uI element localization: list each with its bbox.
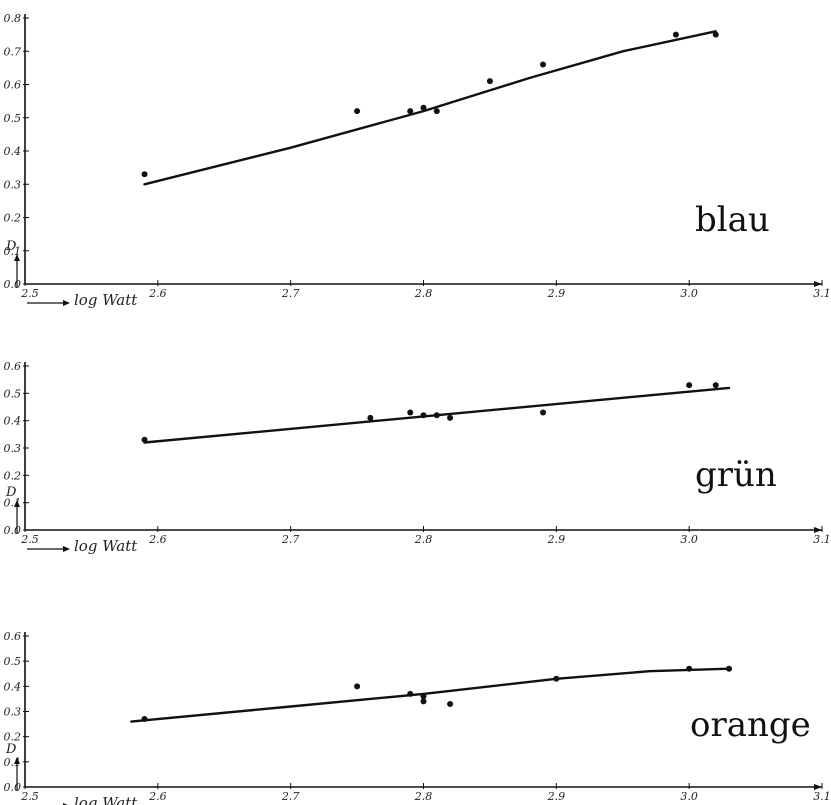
x-tick-label: 2.7 [281, 790, 300, 803]
x-axis-label: log Watt [74, 537, 138, 555]
y-axis-label: D [5, 485, 17, 500]
data-point [540, 409, 547, 416]
y-tick-label: 0.2 [4, 731, 22, 744]
x-axis-arrow [814, 527, 822, 533]
y-tick-label: 0.7 [4, 45, 22, 58]
x-tick-label: 2.5 [20, 533, 39, 546]
y-tick-label: 0.5 [4, 655, 22, 668]
data-point [354, 108, 361, 115]
data-point [420, 412, 427, 419]
data-point [407, 108, 414, 115]
y-tick-label: 0.0 [4, 278, 22, 291]
data-point [420, 698, 427, 705]
x-tick-label: 2.9 [547, 533, 566, 546]
data-point [420, 104, 427, 111]
y-tick-label: 0.3 [4, 178, 22, 191]
x-tick-label: 3.1 [813, 287, 831, 300]
data-point [540, 61, 547, 68]
y-label-arrowhead [14, 757, 20, 764]
x-tick-label: 3.1 [813, 533, 831, 546]
y-tick-label: 0.6 [4, 360, 22, 373]
x-tick-label: 2.6 [148, 790, 167, 803]
x-axis-label: log Watt [74, 291, 138, 309]
y-tick-label: 0.0 [4, 781, 22, 794]
data-point [712, 31, 719, 38]
y-tick-label: 0.4 [4, 680, 22, 693]
data-point [686, 665, 693, 672]
y-tick-label: 0.1 [4, 245, 22, 258]
data-point [486, 78, 493, 85]
y-tick-label: 0.5 [4, 112, 22, 125]
y-tick-label: 0.2 [4, 212, 22, 225]
x-axis-label: log Watt [74, 794, 138, 805]
y-tick-label: 0.8 [4, 12, 22, 25]
data-point [141, 171, 148, 178]
x-tick-label: 2.8 [414, 533, 433, 546]
data-point [407, 690, 414, 697]
data-point [726, 665, 733, 672]
x-tick-label: 3.0 [680, 790, 698, 803]
x-tick-label: 3.1 [813, 790, 831, 803]
x-label-arrowhead [63, 300, 70, 306]
x-tick-label: 3.0 [680, 287, 698, 300]
data-point [447, 414, 454, 421]
fit-line [143, 30, 717, 186]
panel-label-gruen: grün [695, 455, 777, 495]
data-point [141, 716, 148, 723]
y-tick-label: 0.0 [4, 524, 22, 537]
y-tick-label: 0.5 [4, 387, 22, 400]
y-axis-label: D [5, 742, 17, 757]
x-tick-label: 2.7 [281, 533, 300, 546]
data-point [367, 414, 374, 421]
data-point [407, 409, 414, 416]
x-tick-label: 2.6 [148, 287, 167, 300]
data-point [420, 693, 427, 700]
x-label-arrowhead [63, 546, 70, 552]
data-point [433, 412, 440, 419]
x-tick-label: 2.8 [414, 790, 433, 803]
data-point [141, 436, 148, 443]
y-tick-label: 0.3 [4, 706, 22, 719]
data-point [686, 382, 693, 389]
panel-2: 2.6 2.7 2.8 2.9 3.0 3.12.50.00.10.20.30.40.50… [4, 630, 831, 805]
y-tick-label: 0.4 [4, 415, 22, 428]
x-tick-label: 2.5 [20, 287, 39, 300]
data-point [672, 31, 679, 38]
x-tick-label: 3.0 [680, 533, 698, 546]
x-axis-arrow [814, 784, 822, 790]
panel-label-blau: blau [695, 200, 770, 240]
data-point [433, 108, 440, 115]
data-point [712, 382, 719, 389]
y-label-arrowhead [14, 254, 20, 261]
x-tick-label: 2.8 [414, 287, 433, 300]
panel-label-orange: orange [690, 705, 811, 745]
data-point [447, 700, 454, 707]
y-tick-label: 0.6 [4, 79, 22, 92]
x-tick-label: 2.6 [148, 533, 167, 546]
y-axis-label: D [5, 239, 17, 254]
y-tick-label: 0.6 [4, 630, 22, 643]
x-tick-label: 2.5 [20, 790, 39, 803]
y-tick-label: 0.3 [4, 442, 22, 455]
x-axis-arrow [814, 281, 822, 287]
y-label-arrowhead [14, 500, 20, 507]
fit-line [130, 667, 731, 723]
data-point [354, 683, 361, 690]
y-tick-label: 0.4 [4, 145, 22, 158]
x-tick-label: 2.9 [547, 790, 566, 803]
panel-0: 2.6 2.7 2.8 2.9 3.0 3.1 2.50.0 0.1 0.2 0.3 0.4 0.5 0… [4, 12, 831, 309]
x-tick-label: 2.7 [281, 287, 300, 300]
x-tick-label: 2.9 [547, 287, 566, 300]
panel-1: 2.6 2.7 2.8 2.9 3.0 3.12.50.00.10.20.30.40.50… [4, 360, 831, 555]
data-point [553, 675, 560, 682]
y-tick-label: 0.2 [4, 469, 22, 482]
